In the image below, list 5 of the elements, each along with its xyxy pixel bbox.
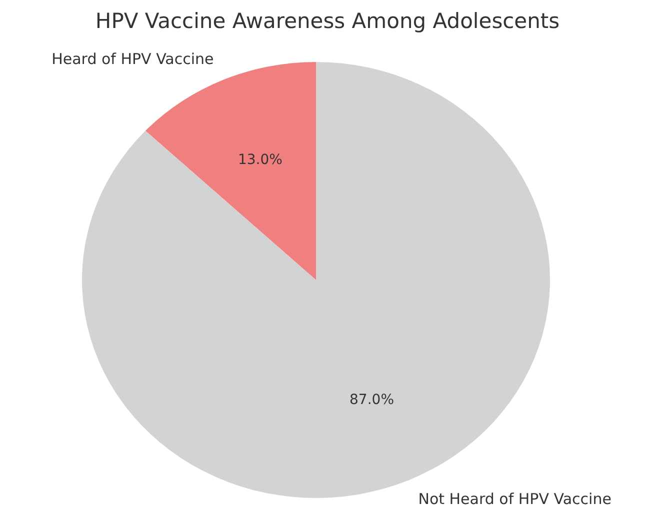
data-label: 87.0% [350, 392, 394, 408]
chart-title: HPV Vaccine Awareness Among Adolescents [95, 9, 560, 33]
slice-label: Heard of HPV Vaccine [52, 50, 214, 68]
slice-label: Not Heard of HPV Vaccine [418, 490, 612, 505]
data-label: 13.0% [238, 152, 282, 168]
